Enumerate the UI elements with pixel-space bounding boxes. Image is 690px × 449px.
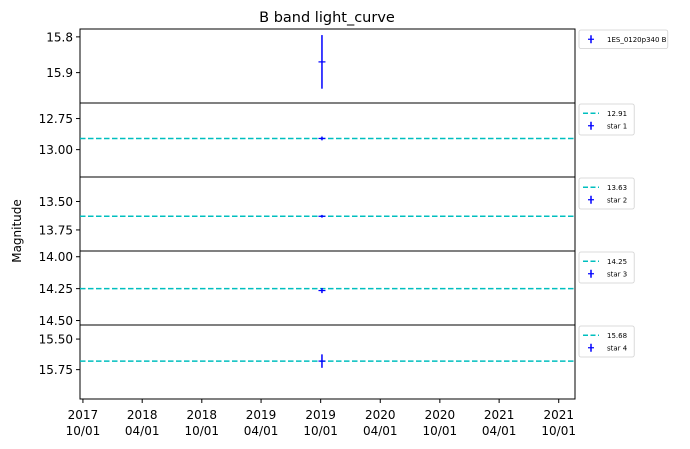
legend-label: 15.68 bbox=[607, 332, 627, 340]
panel-frame bbox=[79, 324, 576, 400]
y-tick-label: 13.75 bbox=[39, 223, 73, 237]
x-axis: 2017 10/01 2018 04/01 2018 10/01 2019 04/01 2019… bbox=[66, 399, 576, 438]
panel-1: 15.8 15.9 bbox=[46, 28, 576, 104]
legend-panel-1: 1ES_0120p340 B bbox=[578, 29, 669, 49]
y-tick-label: 12.75 bbox=[39, 112, 73, 126]
y-tick-label: 14.25 bbox=[39, 282, 73, 296]
legend-label: 13.63 bbox=[607, 184, 627, 192]
x-tick-label-year: 2019 bbox=[305, 408, 336, 422]
panels-group: 15.815.912.7513.0013.5013.7514.0014.2514… bbox=[39, 28, 576, 400]
legend-box bbox=[578, 251, 635, 284]
legends-group: 1ES_0120p340 B 12.91 star 1 13.63 star 2 14.2… bbox=[578, 29, 669, 358]
panel-frame bbox=[79, 102, 576, 178]
panel-5: 15.50 15.75 bbox=[39, 324, 576, 400]
y-tick-label: 15.8 bbox=[46, 30, 73, 44]
legend-label: star 2 bbox=[607, 196, 627, 204]
x-tick-label-date: 04/01 bbox=[244, 424, 279, 438]
y-tick-label: 15.50 bbox=[39, 333, 73, 347]
x-tick-label-date: 10/01 bbox=[66, 424, 101, 438]
legend-label: star 1 bbox=[607, 122, 627, 130]
legend-label: 12.91 bbox=[607, 110, 627, 118]
x-tick-label-year: 2018 bbox=[187, 408, 218, 422]
panel-frame bbox=[79, 28, 576, 104]
x-tick-label-date: 04/01 bbox=[363, 424, 398, 438]
panel-3: 13.50 13.75 bbox=[39, 176, 576, 252]
y-tick-label: 13.50 bbox=[39, 195, 73, 209]
y-tick-label: 15.75 bbox=[39, 363, 73, 377]
x-tick-label-date: 04/01 bbox=[482, 424, 517, 438]
panel-4: 14.00 14.25 14.50 bbox=[39, 250, 576, 328]
x-tick-label-year: 2021 bbox=[484, 408, 515, 422]
legend-label: 1ES_0120p340 B bbox=[607, 36, 667, 44]
legend-label: star 4 bbox=[607, 344, 628, 352]
panel-2: 12.75 13.00 bbox=[39, 102, 576, 178]
y-tick-label: 14.50 bbox=[39, 314, 73, 328]
x-tick-label-year: 2020 bbox=[425, 408, 456, 422]
panel-frame bbox=[79, 176, 576, 252]
y-tick-label: 14.00 bbox=[39, 250, 73, 264]
chart-title: B band light_curve bbox=[259, 10, 395, 26]
legend-box bbox=[578, 29, 669, 49]
legend-panel-2: 12.91 star 1 bbox=[578, 103, 635, 136]
y-tick-label: 15.9 bbox=[46, 66, 73, 80]
x-tick-label-year: 2020 bbox=[365, 408, 396, 422]
legend-panel-5: 15.68 star 4 bbox=[578, 325, 635, 358]
x-tick-label-date: 04/01 bbox=[125, 424, 160, 438]
legend-panel-4: 14.25 star 3 bbox=[578, 251, 635, 284]
legend-label: star 3 bbox=[607, 270, 627, 278]
x-tick-label-year: 2021 bbox=[543, 408, 574, 422]
y-axis-label: Magnitude bbox=[10, 199, 24, 263]
y-tick-label: 13.00 bbox=[39, 143, 73, 157]
legend-box bbox=[578, 103, 635, 136]
x-tick-label-date: 10/01 bbox=[184, 424, 219, 438]
x-tick-label-year: 2019 bbox=[246, 408, 277, 422]
legend-label: 14.25 bbox=[607, 258, 627, 266]
legend-panel-3: 13.63 star 2 bbox=[578, 177, 635, 210]
x-tick-label-date: 10/01 bbox=[303, 424, 338, 438]
legend-box bbox=[578, 325, 635, 358]
x-tick-label-year: 2018 bbox=[127, 408, 158, 422]
x-tick-label-date: 10/01 bbox=[423, 424, 458, 438]
legend-box bbox=[578, 177, 635, 210]
x-tick-label-year: 2017 bbox=[68, 408, 99, 422]
x-tick-label-date: 10/01 bbox=[541, 424, 576, 438]
